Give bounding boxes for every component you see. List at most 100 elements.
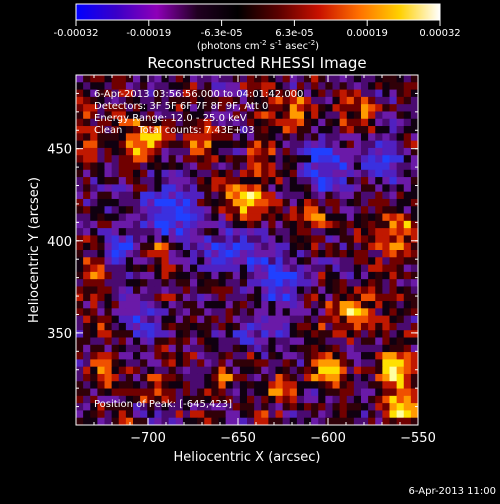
heatmap-cell xyxy=(254,228,262,236)
heatmap-cell xyxy=(296,111,305,120)
heatmap-cell xyxy=(133,96,141,105)
heatmap-cell xyxy=(204,75,212,83)
heatmap-cell xyxy=(247,220,255,229)
x-axis-label: Heliocentric X (arcsec) xyxy=(174,450,321,465)
heatmap-cell xyxy=(83,330,91,338)
heatmap-cell xyxy=(353,133,362,142)
heatmap-cell xyxy=(361,140,369,149)
heatmap-cell xyxy=(90,410,98,419)
heatmap-cell xyxy=(353,198,362,207)
heatmap-cell xyxy=(375,228,383,236)
heatmap-cell xyxy=(111,352,120,360)
heatmap-cell xyxy=(168,104,177,112)
heatmap-cell xyxy=(125,359,134,368)
heatmap-cell xyxy=(261,308,269,317)
heatmap-cell xyxy=(168,366,177,375)
heatmap-cell xyxy=(197,322,205,331)
heatmap-cell xyxy=(382,366,390,375)
heatmap-cell xyxy=(353,155,362,163)
heatmap-cell xyxy=(318,147,326,156)
heatmap-cell xyxy=(353,279,362,287)
heatmap-cell xyxy=(218,147,227,156)
heatmap-cell xyxy=(83,410,91,419)
heatmap-cell xyxy=(90,104,98,112)
heatmap-cell xyxy=(304,286,312,295)
heatmap-cell xyxy=(190,359,198,368)
heatmap-cell xyxy=(382,286,390,295)
heatmap-cell xyxy=(389,373,398,382)
heatmap-cell xyxy=(268,388,276,397)
heatmap-cell xyxy=(239,162,248,171)
heatmap-cell xyxy=(325,352,333,360)
heatmap-cell xyxy=(304,344,312,353)
heatmap-cell xyxy=(375,75,383,83)
heatmap-cell xyxy=(90,235,98,244)
heatmap-cell xyxy=(247,155,255,163)
heatmap-cell xyxy=(197,220,205,229)
heatmap-cell xyxy=(410,250,419,258)
heatmap-cell xyxy=(325,293,333,302)
heatmap-cell xyxy=(296,301,305,309)
heatmap-cell xyxy=(218,235,227,244)
heatmap-cell xyxy=(90,366,98,375)
heatmap-cell xyxy=(161,250,170,258)
heatmap-cell xyxy=(361,228,369,236)
heatmap-cell xyxy=(318,388,326,397)
heatmap-cell xyxy=(147,330,155,338)
heatmap-cell xyxy=(154,184,162,193)
heatmap-cell xyxy=(389,147,398,156)
heatmap-cell xyxy=(403,315,412,324)
heatmap-cell xyxy=(375,410,383,419)
heatmap-cell xyxy=(346,322,355,331)
heatmap-cell xyxy=(254,388,262,397)
heatmap-cell xyxy=(282,133,291,142)
heatmap-cell xyxy=(197,126,205,134)
heatmap-cell xyxy=(197,344,205,353)
heatmap-cell xyxy=(182,403,191,411)
heatmap-cell xyxy=(225,308,234,317)
heatmap-cell xyxy=(361,177,369,185)
heatmap-cell xyxy=(318,366,326,375)
heatmap-cell xyxy=(204,111,212,120)
heatmap-cell xyxy=(282,235,291,244)
heatmap-cell xyxy=(218,169,227,178)
heatmap-cell xyxy=(318,359,326,368)
heatmap-cell xyxy=(318,250,326,258)
heatmap-cell xyxy=(289,352,298,360)
heatmap-cell xyxy=(225,322,234,331)
heatmap-cell xyxy=(247,337,255,346)
heatmap-cell xyxy=(83,315,91,324)
heatmap-cell xyxy=(239,177,248,185)
heatmap-cell xyxy=(197,235,205,244)
heatmap-cell xyxy=(197,169,205,178)
heatmap-cell xyxy=(304,162,312,171)
heatmap-cell xyxy=(154,250,162,258)
heatmap-cell xyxy=(204,359,212,368)
heatmap-cell xyxy=(161,198,170,207)
heatmap-cell xyxy=(118,155,127,163)
heatmap-cell xyxy=(353,104,362,112)
heatmap-cell xyxy=(268,235,276,244)
heatmap-cell xyxy=(296,417,305,426)
heatmap-cell xyxy=(396,111,405,120)
heatmap-cell xyxy=(368,410,376,419)
heatmap-cell xyxy=(332,344,341,353)
heatmap-cell xyxy=(375,242,383,251)
heatmap-cell xyxy=(147,373,155,382)
heatmap-cell xyxy=(225,330,234,338)
heatmap-cell xyxy=(368,118,376,127)
heatmap-cell xyxy=(239,344,248,353)
heatmap-cell xyxy=(190,111,198,120)
heatmap-cell xyxy=(296,235,305,244)
heatmap-cell xyxy=(218,308,227,317)
heatmap-cell xyxy=(332,162,341,171)
heatmap-cell xyxy=(97,352,105,360)
heatmap-cell xyxy=(211,118,219,127)
heatmap-cell xyxy=(325,206,333,214)
heatmap-cell xyxy=(311,89,319,98)
heatmap-cell xyxy=(353,315,362,324)
heatmap-cell xyxy=(339,301,348,309)
heatmap-cell xyxy=(396,330,405,338)
heatmap-cell xyxy=(190,250,198,258)
heatmap-cell xyxy=(197,264,205,273)
